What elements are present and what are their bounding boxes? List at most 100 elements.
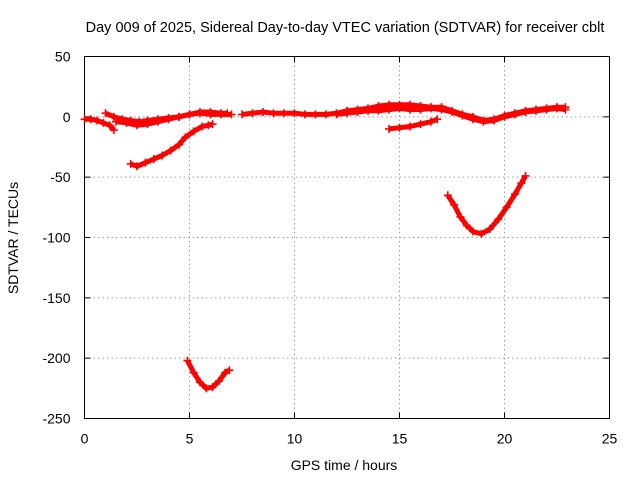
data-point [458,111,467,120]
data-point [462,221,471,230]
data-point [542,105,551,114]
data-point [202,384,211,393]
data-point [416,120,425,129]
y-tick-label: -50 [50,169,70,185]
data-point [469,227,477,236]
x-tick-label: 20 [497,431,513,447]
data-point [214,377,223,386]
y-axis-label: SDTVAR / TECUs [5,182,21,294]
data-point [395,104,404,113]
data-point [490,116,498,125]
data-point [395,123,404,132]
axis-ticks [84,56,610,419]
x-tick-label: 10 [287,431,303,447]
data-point [154,117,162,126]
data-point [158,151,167,160]
data-point [196,109,204,118]
data-point [532,106,540,115]
data-point [385,124,393,133]
x-tick-label: 25 [602,431,618,447]
data-point [517,179,526,188]
data-point [353,108,362,117]
data-point [185,110,194,119]
data-point [221,368,230,377]
data-point [112,117,120,126]
data-point [175,140,183,149]
y-tick-label: -100 [42,230,70,246]
data-point [105,121,114,130]
data-point [248,109,257,118]
data-point [93,116,102,125]
y-tick-label: -200 [42,350,70,366]
data-point [225,366,234,375]
data-point [332,110,341,119]
data-point [189,368,198,377]
data-point [122,118,131,127]
data-point [208,383,217,392]
data-point [433,115,442,124]
data-point [86,115,95,124]
data-point [437,105,446,114]
x-tick-label: 0 [81,431,89,447]
data-point [204,121,213,130]
data-point [494,215,503,224]
data-point [217,110,225,119]
y-tick-label: -250 [42,411,70,427]
data-point [456,212,465,221]
data-point [374,106,383,115]
data-point [290,109,299,118]
data-point [280,109,288,118]
data-point [133,121,141,130]
data-point [406,122,414,131]
data-point [141,158,150,167]
y-tick-labels: -250 -200 -150 -100 -50 0 50 [42,49,70,427]
data-point [521,108,530,117]
data-point [406,105,414,114]
data-point [427,117,435,126]
y-tick-label: -150 [42,290,70,306]
data-point [166,146,175,155]
data-point [311,110,320,119]
data-point [175,112,183,121]
data-point [500,112,509,121]
data-point [181,133,190,142]
data-point [561,105,570,114]
data-series [80,100,570,393]
data-point [385,105,393,114]
data-point [427,104,435,113]
data-point [450,200,459,209]
data-point [301,110,309,119]
data-point [443,191,452,200]
data-point [416,105,425,114]
x-tick-labels: 0 5 10 15 20 25 [81,431,618,447]
data-point [109,126,118,135]
data-point [343,109,351,118]
data-point [479,117,488,126]
data-point [126,159,135,168]
y-tick-label: 0 [63,109,71,125]
data-point [238,110,246,119]
data-point [208,120,217,129]
x-axis-label: GPS time / hours [291,457,398,473]
x-tick-label: 5 [186,431,194,447]
data-point [149,155,158,164]
data-point [521,171,530,180]
data-point [511,190,519,199]
data-point [502,203,511,212]
y-tick-label: 50 [55,49,71,65]
data-segment [129,121,214,169]
data-point [196,378,204,387]
data-segment [445,174,528,237]
data-point [164,115,173,124]
data-point [469,115,477,124]
data-point [183,356,192,365]
data-point [511,110,519,119]
data-point [101,109,110,118]
data-point [227,110,236,119]
data-point [485,225,494,234]
data-point [198,122,207,131]
data-point [133,162,141,171]
x-tick-label: 15 [392,431,408,447]
data-point [99,118,108,127]
